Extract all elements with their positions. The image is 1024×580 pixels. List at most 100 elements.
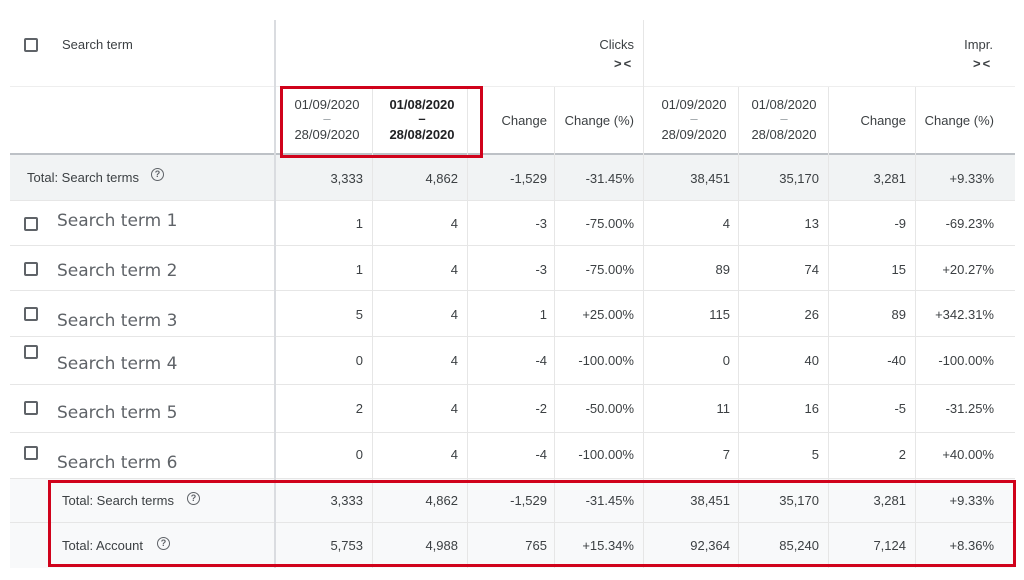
search-term-name[interactable]: Search term 3 bbox=[57, 311, 178, 331]
row-checkbox[interactable] bbox=[24, 307, 38, 321]
help-icon[interactable]: ? bbox=[151, 168, 164, 181]
help-icon[interactable]: ? bbox=[157, 537, 170, 550]
total-cell: -31.45% bbox=[585, 493, 634, 508]
table-cell: 1 bbox=[355, 216, 363, 231]
table-cell: 2 bbox=[898, 447, 906, 462]
clicks-change-header[interactable]: Change bbox=[501, 113, 547, 128]
header-divider bbox=[10, 86, 1015, 87]
period-end: 28/08/2020 bbox=[751, 127, 817, 142]
table-cell: 89 bbox=[715, 262, 730, 277]
select-all-checkbox[interactable] bbox=[24, 38, 38, 52]
table-cell: -50.00% bbox=[585, 401, 634, 416]
table-cell: -100.00% bbox=[578, 353, 634, 368]
period-dash: – bbox=[690, 111, 698, 126]
impr-column-header[interactable]: Impr. bbox=[964, 37, 993, 52]
table-cell: 15 bbox=[891, 262, 906, 277]
period-dash: – bbox=[780, 111, 788, 126]
period-start: 01/08/2020 bbox=[389, 97, 455, 112]
total-cell: 35,170 bbox=[779, 171, 819, 186]
table-cell: +342.31% bbox=[935, 307, 994, 322]
table-cell: +20.27% bbox=[942, 262, 994, 277]
total-cell: 85,240 bbox=[779, 538, 819, 553]
row-divider bbox=[10, 290, 1015, 291]
search-term-name[interactable]: Search term 5 bbox=[57, 403, 178, 423]
total-cell: -1,529 bbox=[510, 493, 547, 508]
row-checkbox[interactable] bbox=[24, 345, 38, 359]
total-row-background bbox=[10, 155, 1015, 200]
column-divider bbox=[828, 87, 829, 568]
total-cell: 3,281 bbox=[873, 493, 906, 508]
table-cell: 4 bbox=[450, 447, 458, 462]
impr-collapse-icon[interactable]: >< bbox=[973, 56, 993, 71]
row-checkbox[interactable] bbox=[24, 401, 38, 415]
impr-comparison-period-header[interactable]: 01/08/2020 – 28/08/2020 bbox=[742, 97, 826, 143]
search-term-name[interactable]: Search term 1 bbox=[57, 211, 178, 231]
period-start: 01/09/2020 bbox=[294, 97, 360, 112]
row-divider bbox=[10, 478, 1015, 479]
total-search-terms-label: Total: Search terms bbox=[62, 493, 174, 508]
table-cell: -100.00% bbox=[938, 353, 994, 368]
table-cell: -9 bbox=[894, 216, 906, 231]
clicks-collapse-icon[interactable]: >< bbox=[614, 56, 634, 71]
total-cell: -1,529 bbox=[510, 171, 547, 186]
clicks-change-pct-header[interactable]: Change (%) bbox=[564, 113, 634, 128]
table-cell: 11 bbox=[716, 401, 731, 416]
table-cell: -4 bbox=[535, 447, 547, 462]
table-cell: -100.00% bbox=[578, 447, 634, 462]
help-icon[interactable]: ? bbox=[187, 492, 200, 505]
total-cell: +8.36% bbox=[949, 538, 994, 553]
date-columns-highlight bbox=[280, 86, 483, 158]
search-term-name[interactable]: Search term 6 bbox=[57, 453, 178, 473]
row-checkbox[interactable] bbox=[24, 217, 38, 231]
row-checkbox[interactable] bbox=[24, 262, 38, 276]
row-checkbox[interactable] bbox=[24, 446, 38, 460]
total-search-terms-label: Total: Search terms bbox=[27, 170, 139, 185]
table-cell: 26 bbox=[804, 307, 819, 322]
table-cell: 4 bbox=[722, 216, 730, 231]
row-divider bbox=[10, 245, 1015, 246]
total-cell: -31.45% bbox=[585, 171, 634, 186]
table-cell: 5 bbox=[355, 307, 363, 322]
table-cell: -4 bbox=[535, 353, 547, 368]
clicks-comparison-period-header[interactable]: 01/08/2020 – 28/08/2020 bbox=[378, 97, 466, 143]
table-cell: -75.00% bbox=[585, 262, 634, 277]
table-cell: -69.23% bbox=[945, 216, 994, 231]
total-account-label: Total: Account bbox=[62, 538, 143, 553]
total-cell: 35,170 bbox=[779, 493, 819, 508]
bottom-totals-background bbox=[10, 478, 1015, 568]
column-divider bbox=[554, 87, 555, 568]
clicks-column-header[interactable]: Clicks bbox=[599, 37, 634, 52]
period-dash: – bbox=[418, 111, 426, 126]
table-cell: -2 bbox=[535, 401, 547, 416]
table-cell: 13 bbox=[804, 216, 819, 231]
total-cell: 4,862 bbox=[425, 171, 458, 186]
total-cell: 3,333 bbox=[330, 171, 363, 186]
table-cell: 1 bbox=[539, 307, 547, 322]
search-term-name[interactable]: Search term 4 bbox=[57, 354, 178, 374]
table-cell: 4 bbox=[450, 401, 458, 416]
table-cell: 1 bbox=[355, 262, 363, 277]
impr-change-header[interactable]: Change bbox=[860, 113, 906, 128]
table-cell: 40 bbox=[804, 353, 819, 368]
clicks-current-period-header[interactable]: 01/09/2020 – 28/09/2020 bbox=[285, 97, 369, 143]
impr-current-period-header[interactable]: 01/09/2020 – 28/09/2020 bbox=[652, 97, 736, 143]
header-bottom-border bbox=[10, 153, 1015, 155]
totals-highlight bbox=[48, 480, 1016, 567]
search-term-column-header[interactable]: Search term bbox=[62, 37, 133, 52]
column-divider bbox=[643, 20, 644, 568]
total-cell: 4,988 bbox=[425, 538, 458, 553]
table-cell: 7 bbox=[722, 447, 730, 462]
impr-change-pct-header[interactable]: Change (%) bbox=[924, 113, 994, 128]
row-divider bbox=[10, 336, 1015, 337]
total-cell: 765 bbox=[525, 538, 547, 553]
total-cell: 5,753 bbox=[330, 538, 363, 553]
search-term-name[interactable]: Search term 2 bbox=[57, 261, 178, 281]
table-cell: 0 bbox=[722, 353, 730, 368]
column-divider bbox=[467, 87, 468, 568]
total-cell: 38,451 bbox=[690, 493, 730, 508]
table-cell: 115 bbox=[709, 307, 730, 322]
total-cell: +9.33% bbox=[949, 493, 994, 508]
total-cell: 3,281 bbox=[873, 171, 906, 186]
table-cell: +25.00% bbox=[582, 307, 634, 322]
period-dash: – bbox=[323, 111, 331, 126]
